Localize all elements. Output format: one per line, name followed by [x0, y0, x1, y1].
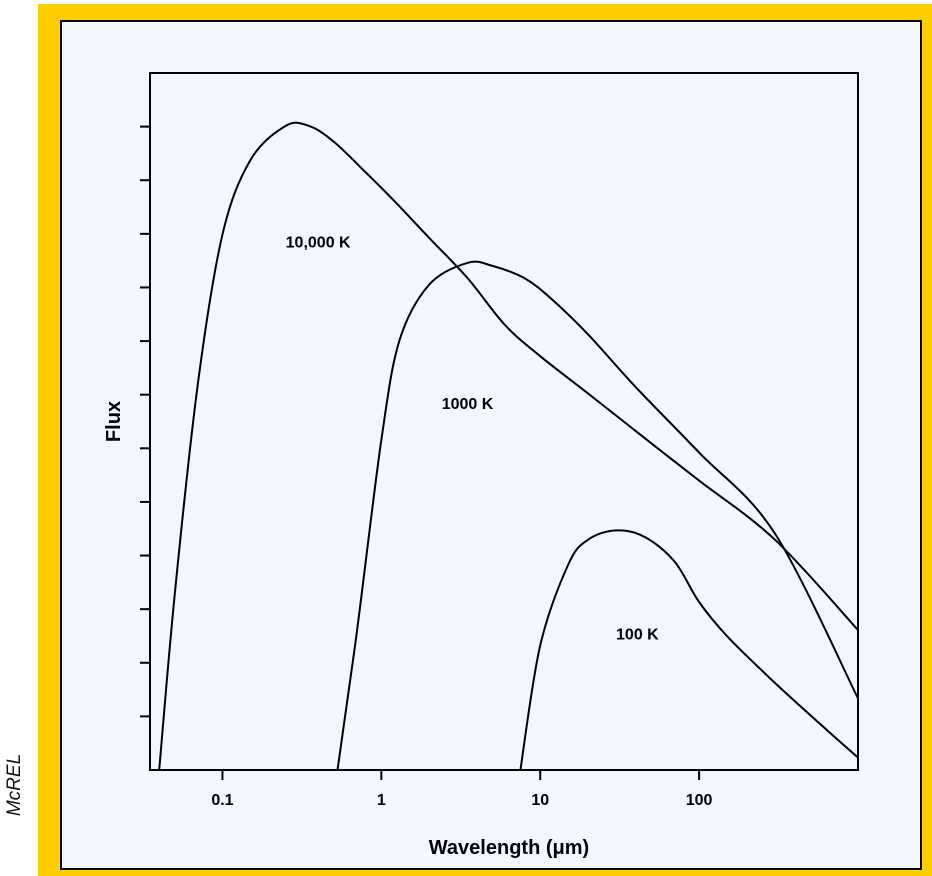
credit-text: McREL [4, 753, 25, 817]
x-axis-label: Wavelength (μm) [429, 837, 589, 859]
curve-label: 100 K [616, 626, 659, 643]
x-tick-label: 100 [686, 792, 713, 809]
series-line [519, 529, 859, 771]
series-line [336, 260, 859, 771]
chart-frame: 0.1 1 10 100 Wavelength (μm) Flux 10,000 K 1000… [38, 4, 932, 876]
chart-panel: 0.1 1 10 100 Wavelength (μm) Flux 10,000 K 1000… [60, 20, 922, 870]
curve-label: 1000 K [442, 396, 494, 413]
x-tick-label: 0.1 [211, 792, 233, 809]
x-tick-label: 10 [531, 792, 549, 809]
curve-label: 10,000 K [286, 234, 351, 251]
y-axis-label: Flux [103, 401, 125, 442]
blackbody-chart: 0.1 1 10 100 Wavelength (μm) Flux 10,000 K 1000… [103, 72, 859, 859]
series-line [158, 121, 859, 771]
credit-label: McREL [0, 710, 30, 860]
plot-area-frame [149, 72, 859, 771]
x-tick-label: 1 [377, 792, 386, 809]
